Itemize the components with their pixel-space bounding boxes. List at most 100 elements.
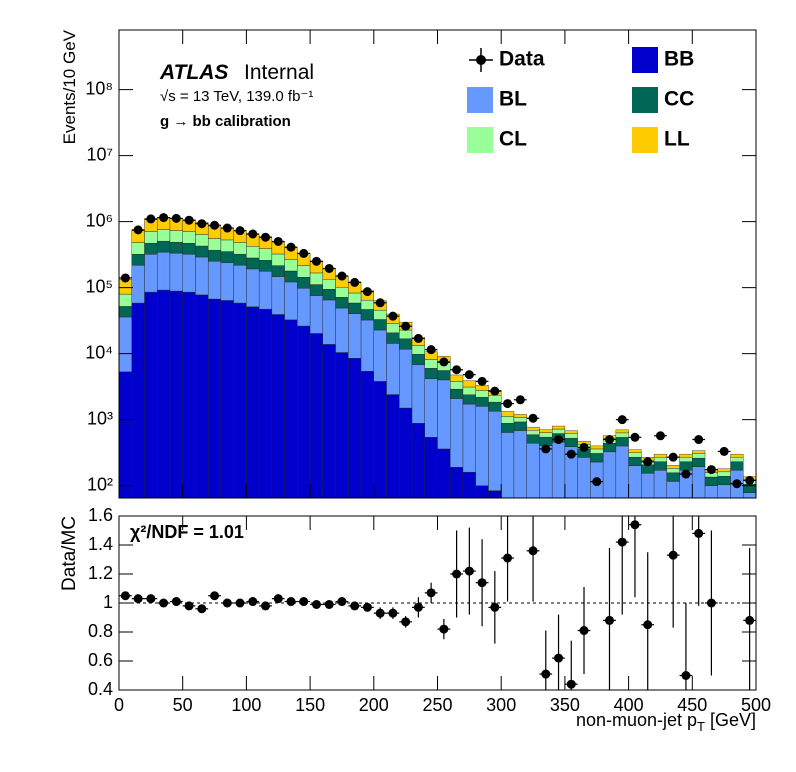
stack-bar: [399, 338, 413, 350]
legend-swatch: [632, 87, 658, 113]
stack-bar: [284, 319, 298, 498]
legend-swatch: [632, 47, 658, 73]
x-axis-label: non-muon-jet pT [GeV]: [576, 710, 756, 734]
ratio-point: [643, 620, 653, 630]
data-point: [655, 431, 665, 441]
y-tick-label: 1.6: [88, 505, 113, 525]
ratio-point: [413, 602, 423, 612]
data-point: [248, 229, 258, 239]
data-point: [286, 242, 296, 252]
stack-bar: [335, 287, 349, 298]
ratio-point: [630, 520, 640, 530]
x-tick-label: 350: [550, 695, 580, 715]
data-point: [719, 446, 729, 456]
data-point: [388, 311, 398, 321]
data-point: [706, 465, 716, 475]
data-point: [197, 219, 207, 229]
stack-bar: [424, 359, 438, 369]
plot-layer: 10² 10³ 10⁴ 10⁵ 10⁶ 10⁷ 10⁸ Data BB BL CC CL LL 0.4 0.…: [85, 30, 771, 715]
x-tick-label: 400: [614, 695, 644, 715]
stack-bar: [590, 448, 604, 454]
stack-bar: [309, 272, 324, 285]
x-axis-label-main: non-muon-jet p: [576, 710, 697, 730]
stack-bar: [119, 306, 132, 318]
ratio-point: [490, 602, 500, 612]
ratio-point: [311, 599, 321, 609]
data-point: [732, 479, 742, 489]
stack-bar: [157, 251, 171, 291]
stack-bar: [386, 332, 400, 344]
data-point: [604, 435, 614, 445]
stack-bar: [373, 381, 387, 498]
ratio-y-axis-label: Data/MC: [59, 516, 80, 591]
stack-bar: [144, 231, 158, 244]
ratio-point: [222, 598, 232, 608]
x-tick-label: 500: [741, 695, 771, 715]
stack-bar: [450, 467, 464, 498]
stack-bar: [411, 353, 425, 365]
stack-bar: [131, 242, 145, 255]
stack-bar: [564, 433, 578, 439]
stack-bar: [501, 423, 515, 433]
data-point: [541, 444, 551, 454]
stack-bar: [730, 453, 744, 458]
data-point: [439, 357, 449, 367]
stack-bar: [653, 453, 668, 458]
stack-bar: [360, 371, 374, 498]
stack-bar: [284, 281, 298, 321]
ratio-point: [235, 598, 245, 608]
stack-bar: [271, 276, 285, 315]
stack-bar: [195, 294, 209, 498]
ratio-point: [566, 679, 576, 689]
stack-bar: [220, 300, 234, 498]
ratio-point: [745, 615, 755, 625]
data-point: [133, 225, 143, 235]
stack-bar: [475, 390, 489, 398]
data-point: [362, 287, 372, 297]
data-point: [464, 370, 474, 380]
stack-bar: [258, 308, 273, 498]
x-axis-label-unit: [GeV]: [710, 710, 756, 730]
x-tick-label: 450: [677, 695, 707, 715]
y-tick-label: 10⁶: [86, 210, 113, 230]
ratio-point: [579, 626, 589, 636]
ratio-point: [388, 608, 398, 618]
stack-bar: [144, 243, 158, 255]
data-point: [184, 215, 194, 225]
data-point: [337, 271, 347, 281]
stack-bar: [348, 302, 362, 314]
stack-bar: [679, 461, 693, 471]
data-point: [299, 248, 309, 258]
x-tick-label: 250: [422, 695, 452, 715]
data-point: [426, 345, 436, 355]
stack-bar: [207, 249, 222, 262]
stack-bar: [144, 253, 158, 293]
stack-bar: [246, 246, 260, 259]
stack-bar: [195, 234, 209, 247]
stack-bar: [284, 259, 298, 272]
stack-bar: [386, 394, 400, 498]
ratio-point: [120, 591, 130, 601]
selection-label: g → bb calibration: [160, 113, 291, 130]
stack-bar: [590, 453, 604, 463]
stack-bar: [258, 248, 273, 261]
y-axis-label: Events/10 GeV: [60, 29, 79, 144]
stack-bar: [169, 230, 183, 243]
y-tick-label: 10⁷: [86, 144, 113, 164]
stack-bar: [564, 430, 578, 434]
stack-bar: [360, 309, 374, 321]
stack-bar: [360, 319, 374, 372]
stack-bar: [399, 329, 413, 339]
stack-bar: [258, 271, 273, 310]
stack-bar: [704, 476, 718, 486]
stack-bar: [666, 472, 680, 482]
stack-bar: [424, 437, 438, 498]
data-point: [477, 376, 487, 386]
stack-bar: [628, 449, 642, 453]
experiment-label: ATLAS: [159, 61, 228, 84]
stack-bar: [322, 344, 336, 498]
data-point: [120, 273, 130, 283]
stack-bar: [271, 314, 285, 498]
ratio-point: [604, 615, 614, 625]
